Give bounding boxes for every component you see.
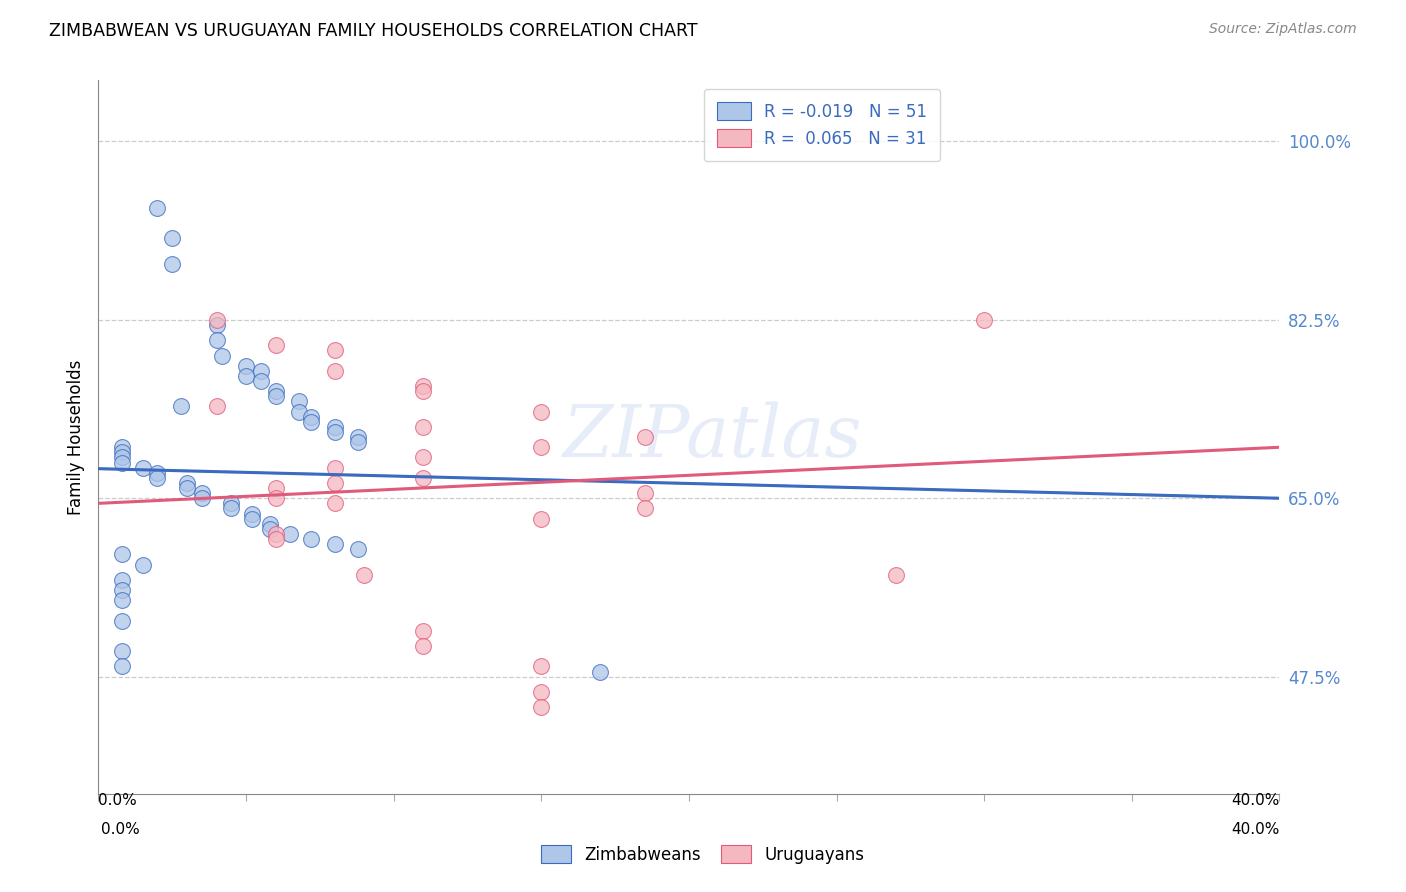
- Point: [264, 491, 287, 506]
- Point: [973, 313, 995, 327]
- Point: [347, 430, 370, 444]
- Point: [191, 486, 214, 500]
- Point: [111, 659, 134, 673]
- Point: [299, 532, 322, 546]
- Point: [259, 516, 281, 531]
- Point: [170, 400, 193, 414]
- Text: 0.0%: 0.0%: [98, 793, 138, 808]
- Point: [250, 374, 273, 388]
- Point: [323, 420, 346, 434]
- Point: [111, 644, 134, 658]
- Point: [111, 573, 134, 587]
- Point: [633, 430, 655, 444]
- Point: [111, 614, 134, 628]
- Point: [412, 624, 434, 638]
- Point: [211, 349, 233, 363]
- Point: [132, 460, 155, 475]
- Point: [240, 507, 263, 521]
- Point: [412, 450, 434, 465]
- Point: [323, 343, 346, 358]
- Point: [323, 460, 346, 475]
- Text: ZIMBABWEAN VS URUGUAYAN FAMILY HOUSEHOLDS CORRELATION CHART: ZIMBABWEAN VS URUGUAYAN FAMILY HOUSEHOLD…: [49, 22, 697, 40]
- Point: [264, 389, 287, 403]
- Point: [530, 700, 553, 714]
- Point: [530, 511, 553, 525]
- Point: [299, 415, 322, 429]
- Text: ZIPatlas: ZIPatlas: [562, 401, 862, 473]
- Point: [347, 435, 370, 450]
- Text: 0.0%: 0.0%: [101, 822, 141, 837]
- Point: [264, 532, 287, 546]
- Point: [589, 665, 612, 679]
- Point: [412, 384, 434, 399]
- Point: [530, 685, 553, 699]
- Point: [288, 394, 311, 409]
- Point: [132, 558, 155, 572]
- Point: [299, 409, 322, 424]
- Point: [884, 567, 907, 582]
- Point: [412, 471, 434, 485]
- Point: [250, 364, 273, 378]
- Point: [235, 368, 257, 383]
- Point: [530, 404, 553, 418]
- Point: [111, 445, 134, 459]
- Y-axis label: Family Households: Family Households: [66, 359, 84, 515]
- Point: [205, 313, 228, 327]
- Point: [633, 501, 655, 516]
- Point: [146, 466, 169, 480]
- Point: [278, 527, 302, 541]
- Point: [240, 511, 263, 525]
- Point: [205, 400, 228, 414]
- Point: [191, 491, 214, 506]
- Text: 40.0%: 40.0%: [1232, 793, 1279, 808]
- Point: [205, 318, 228, 332]
- Point: [347, 542, 370, 557]
- Point: [353, 567, 375, 582]
- Point: [111, 547, 134, 561]
- Point: [412, 379, 434, 393]
- Text: 40.0%: 40.0%: [1232, 822, 1279, 837]
- Point: [323, 364, 346, 378]
- Point: [323, 496, 346, 510]
- Point: [111, 450, 134, 465]
- Point: [146, 471, 169, 485]
- Point: [205, 333, 228, 347]
- Point: [264, 384, 287, 399]
- Point: [219, 501, 242, 516]
- Point: [264, 481, 287, 495]
- Point: [176, 481, 198, 495]
- Point: [176, 475, 198, 490]
- Point: [235, 359, 257, 373]
- Point: [264, 338, 287, 352]
- Point: [412, 420, 434, 434]
- Point: [264, 527, 287, 541]
- Point: [162, 257, 183, 271]
- Point: [111, 456, 134, 470]
- Point: [146, 201, 169, 215]
- Point: [323, 537, 346, 551]
- Legend: R = -0.019   N = 51, R =  0.065   N = 31: R = -0.019 N = 51, R = 0.065 N = 31: [704, 88, 941, 161]
- Point: [412, 639, 434, 653]
- Point: [530, 440, 553, 454]
- Point: [259, 522, 281, 536]
- Point: [288, 404, 311, 418]
- Point: [111, 593, 134, 607]
- Point: [162, 231, 183, 245]
- Point: [323, 475, 346, 490]
- Legend: Zimbabweans, Uruguayans: Zimbabweans, Uruguayans: [534, 838, 872, 871]
- Point: [111, 440, 134, 454]
- Point: [219, 496, 242, 510]
- Point: [633, 486, 655, 500]
- Point: [111, 582, 134, 597]
- Point: [530, 659, 553, 673]
- Point: [323, 425, 346, 439]
- Text: Source: ZipAtlas.com: Source: ZipAtlas.com: [1209, 22, 1357, 37]
